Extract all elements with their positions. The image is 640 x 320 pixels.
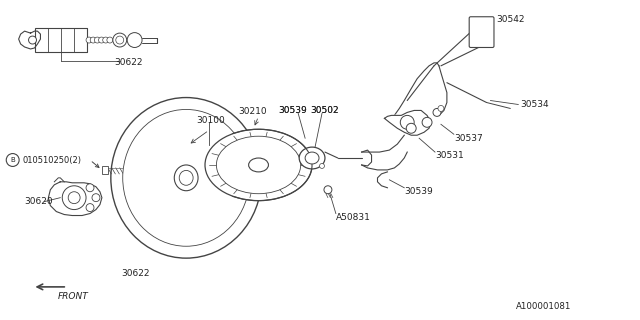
Ellipse shape [305, 152, 319, 164]
Circle shape [62, 186, 86, 210]
Circle shape [86, 37, 92, 43]
Circle shape [438, 106, 444, 111]
Text: A100001081: A100001081 [516, 302, 572, 311]
Circle shape [433, 108, 441, 116]
Polygon shape [49, 182, 102, 215]
Bar [102, 166, 108, 174]
Text: 30622: 30622 [114, 58, 142, 67]
Text: 30502: 30502 [310, 106, 339, 115]
Circle shape [116, 36, 124, 44]
Bar [35, 28, 87, 52]
Ellipse shape [111, 98, 262, 258]
Ellipse shape [205, 129, 312, 201]
Ellipse shape [216, 136, 301, 194]
Text: 30622: 30622 [122, 268, 150, 277]
Ellipse shape [174, 165, 198, 191]
Text: 30620: 30620 [24, 197, 53, 206]
Circle shape [29, 36, 36, 44]
Text: 30539: 30539 [278, 106, 307, 115]
Circle shape [90, 37, 96, 43]
Circle shape [6, 154, 19, 166]
Text: 30100: 30100 [196, 116, 225, 125]
Text: 30534: 30534 [520, 100, 549, 109]
Text: 30502: 30502 [310, 106, 339, 115]
Polygon shape [19, 31, 40, 49]
Circle shape [94, 37, 100, 43]
FancyBboxPatch shape [469, 17, 494, 47]
Circle shape [319, 164, 324, 168]
Text: 30537: 30537 [454, 134, 483, 143]
Text: A50831: A50831 [336, 213, 371, 222]
Circle shape [127, 33, 142, 47]
Circle shape [422, 117, 432, 127]
Polygon shape [385, 110, 431, 135]
Text: 30531: 30531 [435, 150, 464, 160]
Circle shape [99, 37, 104, 43]
Text: FRONT: FRONT [58, 292, 88, 301]
Circle shape [86, 204, 94, 212]
Circle shape [107, 37, 113, 43]
Text: B: B [10, 157, 15, 163]
Ellipse shape [248, 158, 268, 172]
Circle shape [68, 192, 80, 204]
Ellipse shape [123, 109, 250, 246]
Text: 30542: 30542 [497, 15, 525, 24]
Circle shape [113, 33, 127, 47]
Circle shape [406, 123, 416, 133]
Circle shape [92, 194, 100, 202]
Ellipse shape [179, 171, 193, 185]
Circle shape [400, 116, 414, 129]
Text: 30539: 30539 [278, 106, 307, 115]
Text: 30210: 30210 [239, 107, 268, 116]
Text: 30539: 30539 [404, 187, 433, 196]
Ellipse shape [299, 147, 325, 169]
Circle shape [86, 184, 94, 192]
Text: 010510250(2): 010510250(2) [22, 156, 82, 164]
Circle shape [102, 37, 109, 43]
Circle shape [324, 186, 332, 194]
